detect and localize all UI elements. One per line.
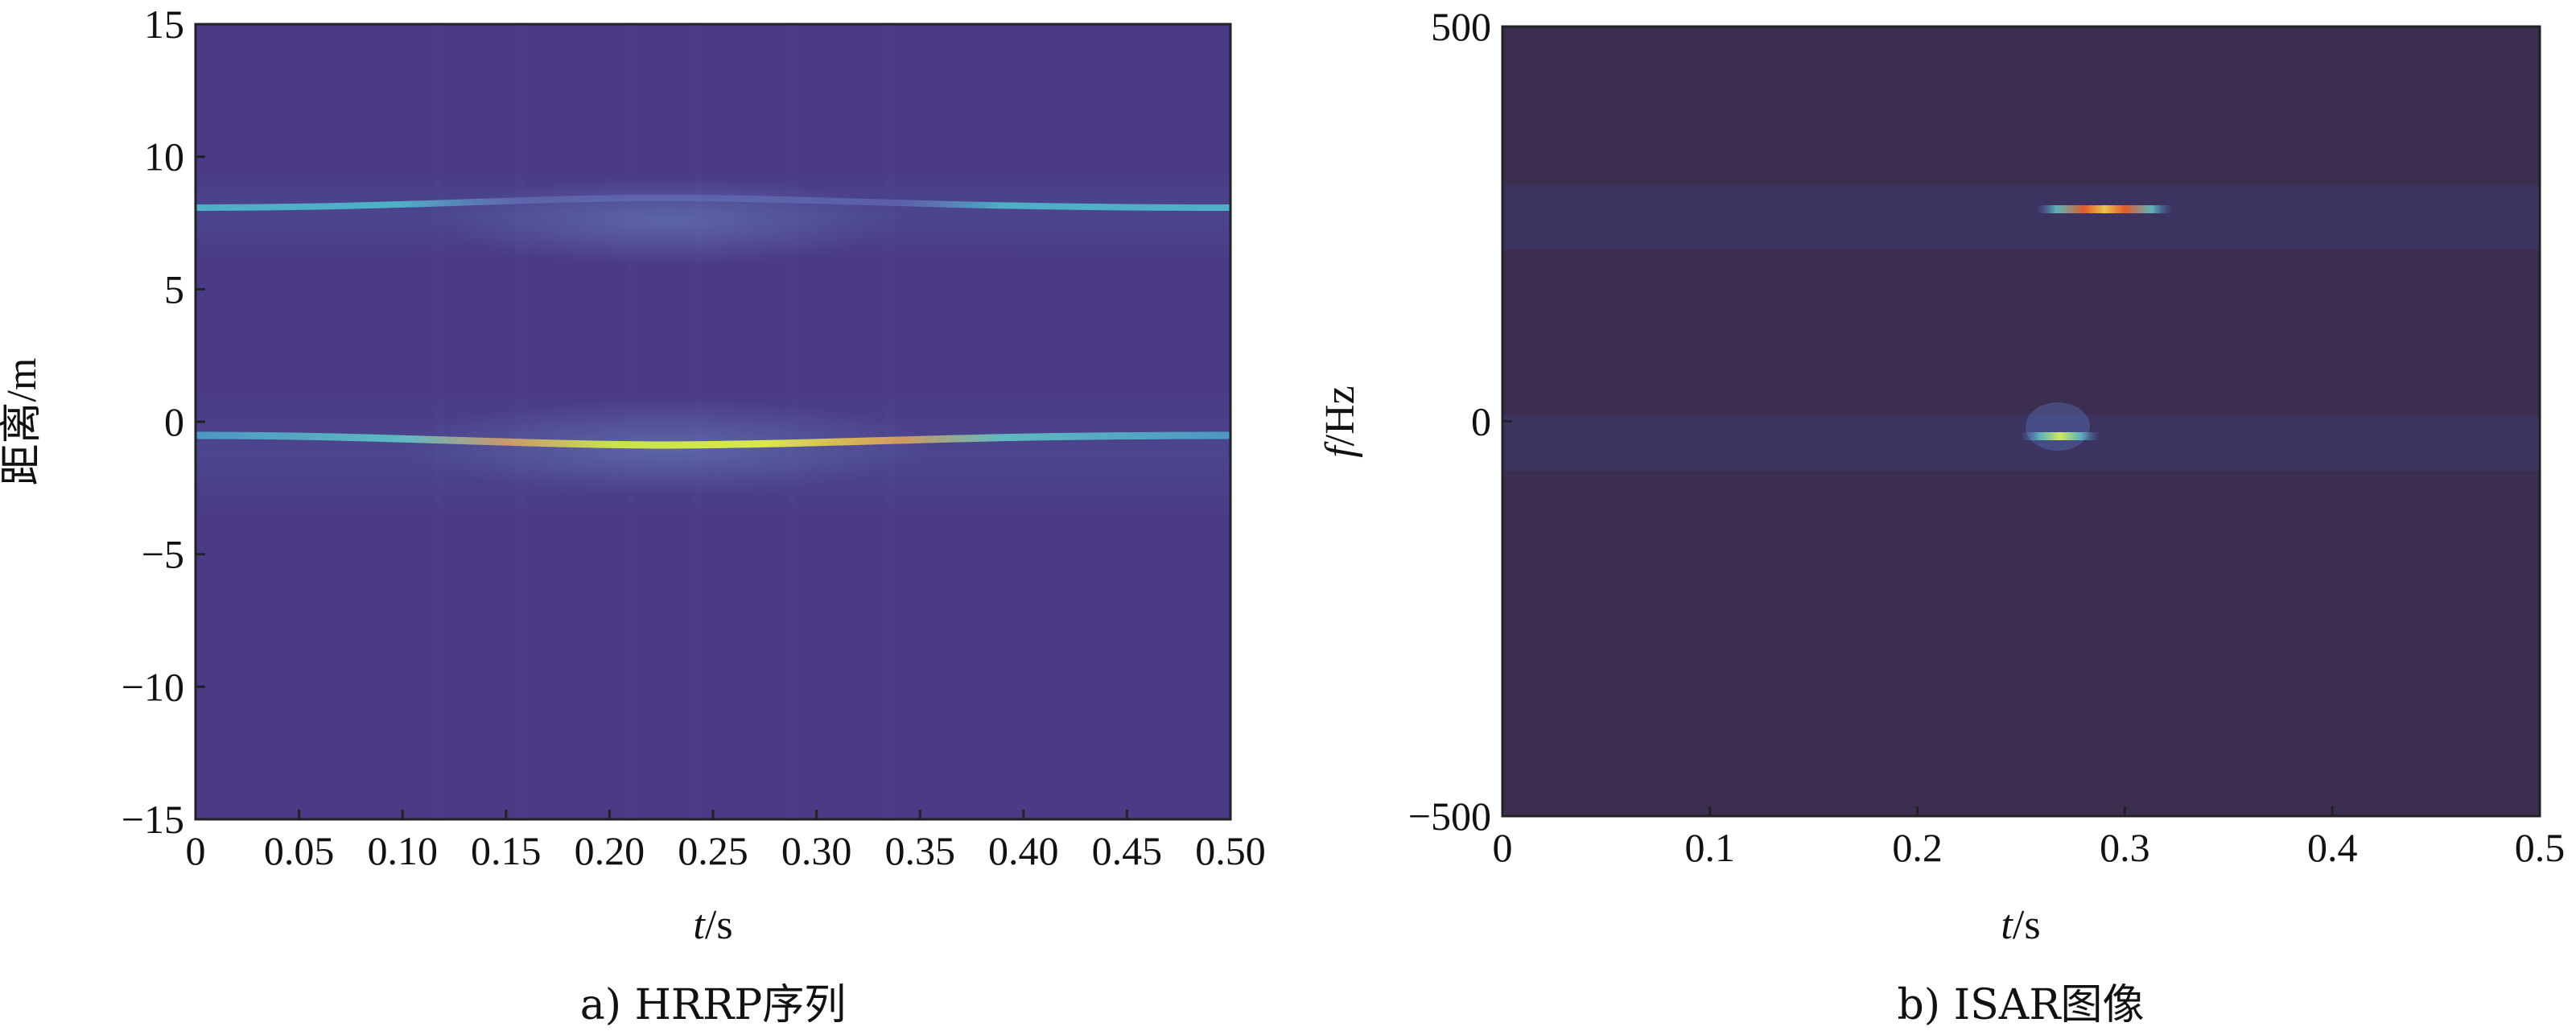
panel-b-xtick-label: 0.3 (2100, 825, 2150, 870)
panel-a-xtick-label: 0.30 (781, 828, 852, 873)
panel-b-xtick-label: 0 (1493, 825, 1513, 870)
panel-a-xtick-label: 0.45 (1092, 828, 1163, 873)
panel-b-xtick-label: 0.2 (1892, 825, 1943, 870)
panel-a-range-line-lower (196, 431, 1230, 449)
panel-a-range-line-upper (196, 194, 1230, 211)
panel-a-ytick-label: 5 (164, 266, 184, 311)
panel-b-ytick-label: 500 (1431, 4, 1491, 49)
panel-a-ylabel: 距离/m (0, 358, 45, 486)
panel-a-glow-upper (435, 177, 901, 266)
panel-a-xtick-label: 0.35 (884, 828, 955, 873)
panel-a-ytick-label: 10 (144, 134, 184, 179)
panel-b-haze-lower (1502, 414, 2540, 471)
panel-a-xtick-label: 0.15 (471, 828, 542, 873)
panel-b-xlabel: t/s (2001, 902, 2040, 948)
panel-a-xtick-label: 0 (186, 828, 206, 873)
panel-b-caption: b) ISAR图像 (1898, 981, 2145, 1029)
panel-b-xtick-label: 0.5 (2515, 825, 2566, 870)
panel-a-ytick-label: −5 (142, 532, 184, 577)
panel-b-y-ticks: 500 0 −500 (1408, 4, 1512, 839)
panel-b-ytick-label: −500 (1408, 794, 1491, 839)
panel-a-ytick-label: −10 (122, 664, 184, 709)
panel-a-xtick-label: 0.40 (988, 828, 1059, 873)
panel-b-plot-bg (1502, 27, 2540, 816)
panel-a-xtick-label: 0.05 (264, 828, 335, 873)
panel-a-ytick-label: 15 (144, 2, 184, 47)
panel-a-xlabel: t/s (693, 902, 732, 948)
panel-a-xtick-label: 0.25 (678, 828, 748, 873)
panel-a-ytick-label: 0 (164, 399, 184, 444)
panel-a-ytick-label: −15 (122, 797, 184, 842)
panel-b-x-ticks: 0 0.1 0.2 0.3 0.4 0.5 (1493, 806, 2566, 870)
panel-b-xtick-label: 0.1 (1685, 825, 1736, 870)
panel-b-ylabel: f/Hz (1317, 386, 1363, 458)
panel-b-haze-upper (1502, 185, 2540, 249)
panel-b-xtick-label: 0.4 (2307, 825, 2358, 870)
panel-b-hotspot-lower (2020, 432, 2100, 440)
panel-a: 0 0.05 0.10 0.15 0.20 0.25 0.30 0.35 0.40 0.45 0.5… (0, 2, 1266, 1029)
panel-a-y-ticks: 15 10 5 0 −5 −10 −15 (122, 2, 205, 842)
panel-b-hotspot-lower-halo (2026, 402, 2090, 451)
panel-a-xtick-label: 0.10 (367, 828, 438, 873)
panel-a-caption: a) HRRP序列 (580, 981, 846, 1029)
panel-a-xtick-label: 0.50 (1195, 828, 1266, 873)
panel-a-xtick-label: 0.20 (575, 828, 645, 873)
panel-b-hotspot-upper (2036, 205, 2173, 213)
panel-b-ytick-label: 0 (1471, 399, 1491, 444)
panel-a-x-ticks: 0 0.05 0.10 0.15 0.20 0.25 0.30 0.35 0.40 0.45 0.5… (186, 810, 1266, 873)
